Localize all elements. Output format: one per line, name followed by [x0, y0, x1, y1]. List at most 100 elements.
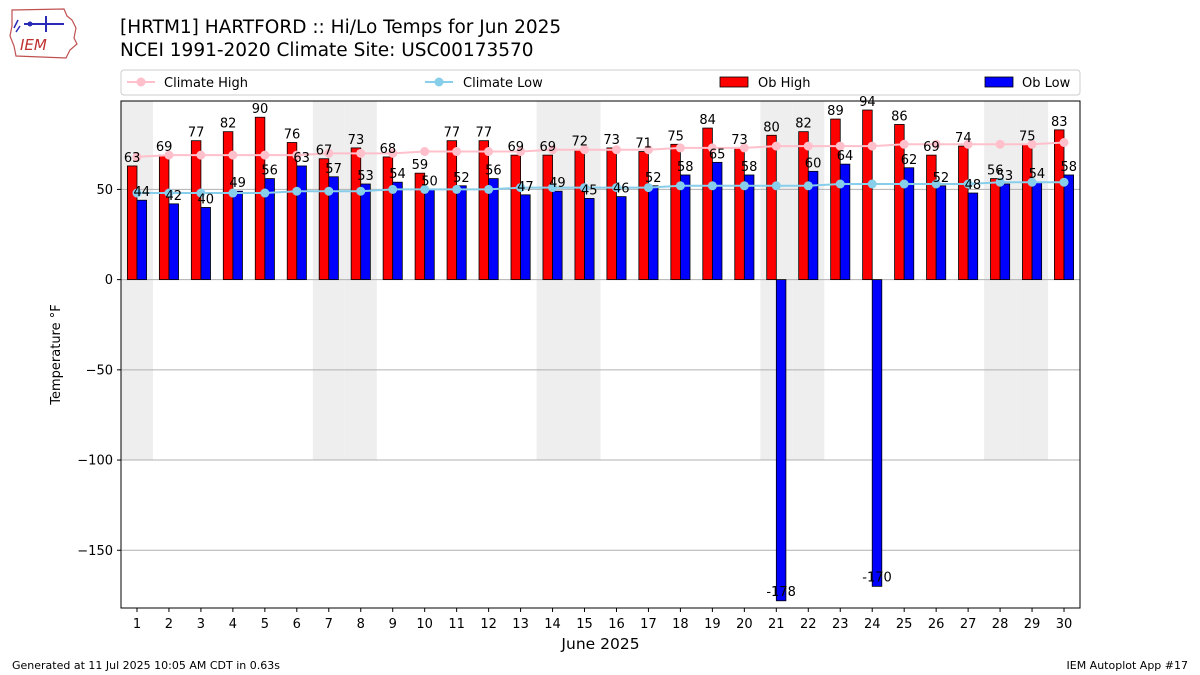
ob-low-label: 64	[837, 149, 854, 164]
x-tick-label: 18	[672, 617, 689, 632]
ob-low-label: 60	[805, 156, 822, 171]
x-tick-label: 13	[512, 617, 529, 632]
ob-high-bar	[478, 140, 490, 281]
ob-low-label: 49	[549, 176, 566, 191]
ob-high-bar	[958, 145, 969, 281]
ob-low-bar	[807, 170, 819, 281]
climate-high-point	[643, 145, 653, 155]
climate-low-point	[388, 184, 398, 194]
chart-subtitle: NCEI 1991-2020 Climate Site: USC00173570	[120, 40, 534, 61]
ob-high-label: 80	[763, 120, 780, 135]
climate-high-point	[675, 143, 685, 153]
ob-high-bar	[542, 154, 553, 281]
ob-high-label: 76	[284, 127, 301, 142]
ob-low-bar	[584, 198, 595, 281]
ob-low-label: 40	[197, 192, 214, 207]
ob-low-bar	[296, 165, 307, 281]
ob-low-label: 56	[261, 164, 278, 179]
iem-logo: IEM	[9, 8, 78, 59]
x-tick-label: 9	[389, 617, 397, 632]
legend-climate-low-label: Climate Low	[463, 76, 543, 91]
ob-low-bar	[200, 207, 211, 281]
ob-low-bar	[935, 185, 947, 281]
climate-high-point	[1027, 139, 1037, 149]
ob-low-bar	[1031, 181, 1043, 281]
climate-high-point	[803, 141, 813, 151]
x-tick-label: 10	[416, 617, 433, 632]
ob-low-bar	[999, 183, 1011, 281]
y-tick-label: −150	[77, 544, 113, 559]
x-tick-label: 14	[544, 617, 561, 632]
x-tick-label: 30	[1056, 617, 1073, 632]
ob-low-bar	[743, 174, 755, 281]
x-tick-label: 25	[896, 617, 913, 632]
climate-high-point	[771, 141, 781, 151]
climate-high-point	[580, 145, 590, 155]
ob-high-label: 56	[987, 164, 1004, 179]
ob-high-label: 75	[667, 129, 684, 144]
ob-low-label: 53	[357, 169, 374, 184]
climate-high-point	[835, 141, 845, 151]
ob-low-bar	[839, 163, 851, 281]
ob-high-bar	[254, 116, 266, 281]
ob-low-bar	[392, 181, 403, 281]
legend-climate-high-marker	[136, 77, 146, 87]
ob-high-bar	[318, 158, 330, 281]
ob-high-label: 59	[412, 158, 429, 173]
ob-low-bar	[616, 196, 627, 281]
x-tick-label: 1	[133, 617, 141, 632]
climate-high-point	[867, 141, 877, 151]
climate-high-point	[484, 147, 494, 157]
ob-high-bar	[766, 134, 777, 281]
ob-high-label: 68	[380, 142, 397, 157]
ob-low-label: 54	[389, 167, 406, 182]
ob-low-label: 58	[741, 160, 758, 175]
ob-low-label: 42	[165, 189, 182, 204]
x-tick-label: 6	[293, 617, 301, 632]
ob-high-label: 69	[923, 140, 940, 155]
climate-low-point	[867, 179, 877, 189]
legend-ob-low-swatch	[984, 76, 1014, 88]
climate-low-point	[292, 186, 302, 196]
ob-high-label: 94	[859, 95, 876, 110]
climate-low-point	[611, 183, 621, 193]
x-tick-label: 24	[864, 617, 881, 632]
ob-high-label: 73	[603, 133, 620, 148]
ob-low-label: -170	[862, 570, 892, 585]
ob-high-bar	[190, 140, 202, 281]
ob-low-label: 52	[453, 171, 470, 186]
climate-high-point	[324, 148, 334, 158]
climate-high-point	[260, 150, 270, 160]
legend-climate-low-marker	[434, 77, 444, 87]
climate-high-point	[452, 147, 462, 157]
y-tick-label: −50	[86, 363, 113, 378]
ob-low-bar	[456, 185, 467, 281]
ob-low-label: 63	[293, 151, 310, 166]
ob-high-bar	[862, 109, 873, 281]
ob-high-label: 71	[635, 137, 652, 152]
ob-high-label: 72	[571, 135, 588, 150]
climate-high-point	[132, 152, 142, 162]
ob-high-bar	[990, 178, 1001, 281]
climate-low-point	[548, 183, 558, 193]
ob-low-bar	[488, 178, 499, 281]
legend-ob-low-label: Ob Low	[1022, 76, 1071, 91]
ob-high-label: 82	[795, 117, 812, 132]
climate-low-line	[136, 181, 1065, 195]
plot-frame	[120, 100, 1081, 609]
climate-high-point	[196, 150, 206, 160]
climate-low-point	[931, 179, 941, 189]
generated-timestamp: Generated at 11 Jul 2025 10:05 AM CDT in…	[12, 659, 280, 672]
climate-low-point	[324, 186, 334, 196]
ob-high-bar	[574, 149, 585, 281]
ob-low-label: 49	[229, 176, 246, 191]
ob-low-label: 62	[901, 153, 918, 168]
ob-high-label: 69	[508, 140, 525, 155]
climate-low-point	[196, 188, 206, 198]
ob-high-label: 67	[316, 144, 333, 159]
climate-high-point	[611, 145, 621, 155]
climate-high-point	[356, 148, 366, 158]
ob-low-label: 50	[421, 174, 438, 189]
ob-high-label: 77	[188, 126, 205, 141]
